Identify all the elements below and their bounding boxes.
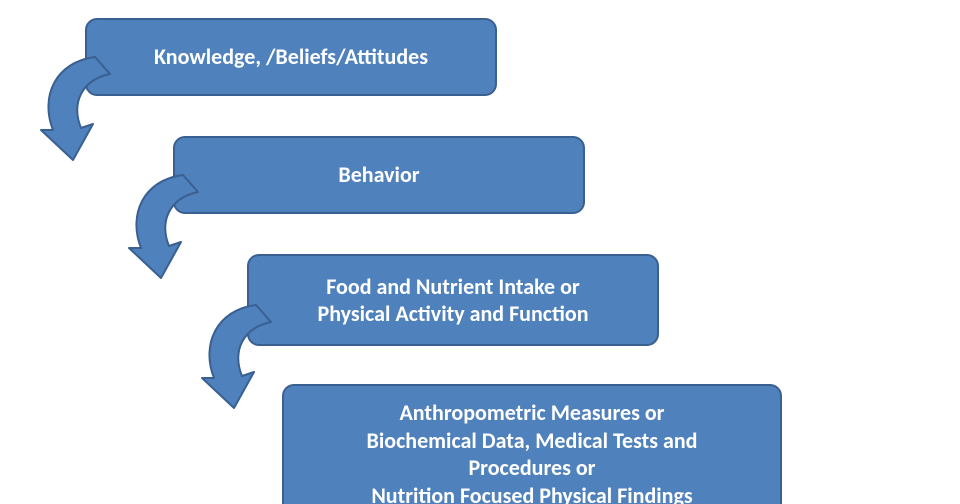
flow-node-label: Behavior — [338, 161, 419, 189]
flow-node-label: Knowledge, /Beliefs/Attitudes — [154, 43, 428, 71]
flow-node-label: Food and Nutrient Intake or Physical Act… — [317, 273, 588, 328]
flow-node-label: Anthropometric Measures or Biochemical D… — [367, 399, 698, 504]
flow-arrow-3 — [196, 300, 316, 420]
flow-arrow-1 — [35, 52, 155, 172]
flow-arrow-2 — [123, 170, 243, 290]
flow-node-measures: Anthropometric Measures or Biochemical D… — [282, 384, 782, 504]
